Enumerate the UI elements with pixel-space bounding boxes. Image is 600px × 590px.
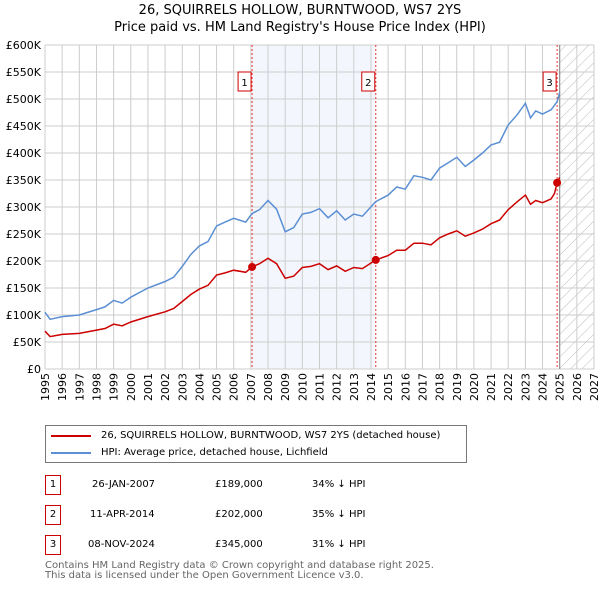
x-tick-label: 2012 <box>331 373 344 401</box>
x-tick-label: 2023 <box>519 373 532 401</box>
x-tick-label: 2026 <box>571 373 584 401</box>
x-tick-label: 2014 <box>365 373 378 401</box>
x-tick-label: 2018 <box>434 373 447 401</box>
sale-marker-box <box>542 71 557 92</box>
y-tick-label: £0 <box>27 363 41 376</box>
x-tick-label: 1999 <box>108 373 121 401</box>
sale-date: 08-NOV-2024 <box>88 539 155 550</box>
sale-price: £345,000 <box>215 539 263 550</box>
x-tick-label: 1995 <box>39 373 52 401</box>
sale-marker-label: 1 <box>241 78 247 89</box>
x-tick-label: 2016 <box>399 373 412 401</box>
x-tick-label: 2004 <box>193 373 206 401</box>
x-tick-label: 2011 <box>314 373 327 401</box>
x-tick-label: 2022 <box>502 373 515 401</box>
y-tick-label: £600K <box>6 39 42 52</box>
property-price-line <box>44 176 561 338</box>
sale-point <box>248 262 257 271</box>
x-tick-label: 2002 <box>159 373 172 401</box>
x-tick-label: 2024 <box>537 373 550 401</box>
sale-row: 2 11-APR-2014 £202,000 35% ↓ HPI <box>45 505 465 525</box>
legend-label: 26, SQUIRRELS HOLLOW, BURNTWOOD, WS7 2YS… <box>101 430 441 441</box>
y-tick-label: £350K <box>6 174 42 187</box>
attribution: Contains HM Land Registry data © Crown c… <box>45 561 434 581</box>
hpi-line <box>44 92 561 321</box>
x-tick-label: 2021 <box>485 373 498 401</box>
x-tick-label: 2001 <box>142 373 155 401</box>
chart-title: 26, SQUIRRELS HOLLOW, BURNTWOOD, WS7 2YS <box>138 3 462 18</box>
x-tick-label: 2006 <box>228 373 241 401</box>
x-tick-label: 1998 <box>90 373 103 401</box>
y-tick-label: £400K <box>6 147 42 160</box>
x-tick-label: 2007 <box>245 373 258 401</box>
y-tick-label: £550K <box>6 66 42 79</box>
sale-point <box>371 255 380 264</box>
sale-marker-number: 2 <box>45 505 61 525</box>
sale-marker-box <box>361 71 376 92</box>
x-tick-label: 2010 <box>296 373 309 401</box>
legend-label: HPI: Average price, detached house, Lich… <box>101 447 328 458</box>
x-tick-label: 2017 <box>416 373 429 401</box>
attribution-line: Contains HM Land Registry data © Crown c… <box>45 560 434 571</box>
chart-subtitle: Price paid vs. HM Land Registry's House … <box>114 20 486 35</box>
sale-marker-label: 2 <box>365 78 371 89</box>
sale-point <box>553 178 562 187</box>
x-tick-label: 2025 <box>554 373 567 401</box>
y-tick-label: £50K <box>13 336 42 349</box>
sale-date: 26-JAN-2007 <box>92 479 156 490</box>
x-tick-label: 2020 <box>468 373 481 401</box>
legend-swatch <box>51 434 91 437</box>
sale-hpi-diff: 31% ↓ HPI <box>312 539 366 550</box>
x-tick-label: 1997 <box>73 373 86 401</box>
sale-date: 11-APR-2014 <box>90 509 155 520</box>
sale-hpi-diff: 35% ↓ HPI <box>312 509 366 520</box>
sale-marker-number: 1 <box>45 475 61 495</box>
x-tick-label: 2015 <box>382 373 395 401</box>
x-tick-label: 2000 <box>125 373 138 401</box>
sale-row: 1 26-JAN-2007 £189,000 34% ↓ HPI <box>45 475 465 495</box>
sale-price: £189,000 <box>215 479 263 490</box>
x-tick-label: 2019 <box>451 373 464 401</box>
sale-marker-number: 3 <box>45 535 61 555</box>
y-tick-label: £200K <box>6 255 42 268</box>
sale-row: 3 08-NOV-2024 £345,000 31% ↓ HPI <box>45 535 465 555</box>
attribution-line: This data is licensed under the Open Gov… <box>45 570 364 581</box>
x-tick-label: 2008 <box>262 373 275 401</box>
sale-price: £202,000 <box>215 509 263 520</box>
x-tick-label: 2027 <box>588 373 600 401</box>
legend-item-hpi: HPI: Average price, detached house, Lich… <box>51 447 328 458</box>
y-tick-label: £300K <box>6 201 42 214</box>
y-tick-label: £500K <box>6 93 42 106</box>
sale-marker-box <box>237 71 252 92</box>
y-tick-label: £250K <box>6 228 42 241</box>
y-tick-label: £150K <box>6 282 42 295</box>
x-tick-label: 2013 <box>348 373 361 401</box>
legend-item-property: 26, SQUIRRELS HOLLOW, BURNTWOOD, WS7 2YS… <box>51 430 440 441</box>
plot-area: 1995 1996 1997 1998 1999 2000 2001 2002 2003 2004… <box>6 39 600 401</box>
x-tick-label: 1996 <box>56 373 69 401</box>
x-tick-label: 2005 <box>211 373 224 401</box>
sale-marker-label: 3 <box>546 78 552 89</box>
y-tick-label: £450K <box>6 120 42 133</box>
x-tick-label: 2009 <box>279 373 292 401</box>
sale-hpi-diff: 34% ↓ HPI <box>312 479 366 490</box>
y-tick-label: £100K <box>6 309 42 322</box>
legend: 26, SQUIRRELS HOLLOW, BURNTWOOD, WS7 2YS… <box>45 425 467 463</box>
x-tick-label: 2003 <box>176 373 189 401</box>
legend-swatch <box>51 451 91 454</box>
